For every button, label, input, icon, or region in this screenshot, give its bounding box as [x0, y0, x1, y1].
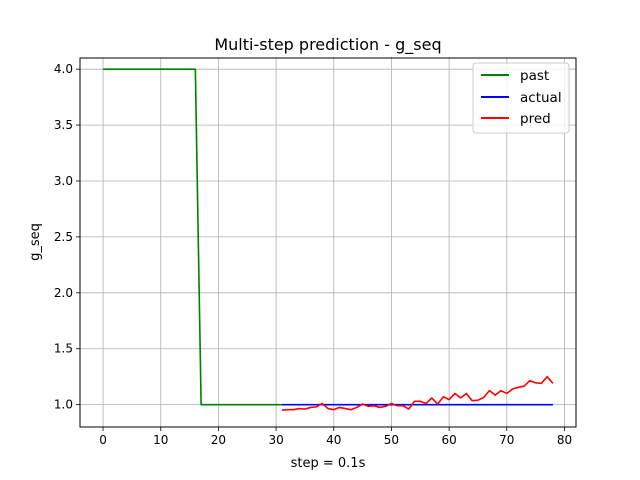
legend: past actual pred — [472, 62, 570, 134]
x-tick-label: 40 — [326, 433, 341, 447]
series-layer — [103, 68, 554, 412]
x-tick-label: 30 — [268, 433, 283, 447]
series-line-pred — [281, 375, 554, 412]
x-tick-label: 50 — [384, 433, 399, 447]
grid — [80, 58, 576, 427]
x-tick-label: 0 — [99, 433, 107, 447]
y-tick-label: 1.5 — [54, 342, 73, 356]
legend-label-actual: actual — [520, 90, 562, 106]
ticks: 0 10 20 30 40 50 60 70 80 1.0 1.5 2.0 2.5 3.0 3.5 4.0 — [54, 62, 572, 447]
plot-frame — [79, 57, 577, 428]
x-tick-label: 80 — [557, 433, 572, 447]
x-axis-label: step = 0.1s — [291, 456, 366, 471]
x-tick-label: 10 — [153, 433, 168, 447]
legend-label-pred: pred — [520, 111, 551, 127]
x-tick-label: 60 — [441, 433, 456, 447]
y-tick-label: 4.0 — [54, 62, 73, 76]
legend-label-past: past — [520, 68, 549, 84]
x-tick-label: 20 — [211, 433, 226, 447]
y-tick-label: 2.0 — [54, 286, 73, 300]
y-tick-label: 1.0 — [54, 398, 73, 412]
y-tick-label: 3.5 — [54, 118, 73, 132]
y-tick-label: 2.5 — [54, 230, 73, 244]
legend-box — [472, 62, 570, 134]
y-tick-label: 3.0 — [54, 174, 73, 188]
y-axis-label: g_seq — [28, 223, 43, 261]
x-tick-label: 70 — [499, 433, 514, 447]
series-line-past — [103, 68, 282, 406]
chart-title: Multi-step prediction - g_seq — [214, 35, 441, 55]
